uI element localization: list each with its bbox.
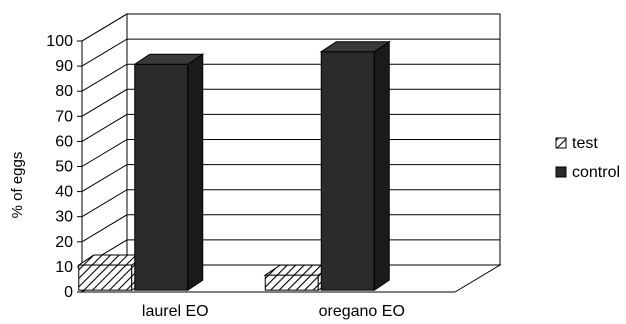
y-tick-label: 0 (64, 284, 73, 301)
y-tick-label: 80 (55, 83, 73, 100)
x-category-label: oregano EO (319, 303, 405, 320)
y-axis-ticks: 0 10 20 30 40 50 60 70 80 90 100 (46, 33, 82, 301)
y-tick-label: 70 (55, 108, 73, 125)
y-axis-label: % of eggs (9, 152, 26, 219)
legend-label: control (572, 164, 620, 181)
bar-front (78, 264, 133, 291)
y-tick-label: 10 (55, 259, 73, 276)
bar-control (319, 40, 391, 292)
legend-item-control: control (555, 164, 620, 181)
y-tick-label: 40 (55, 184, 73, 201)
bar-front (134, 63, 189, 291)
y-tick-label: 90 (55, 58, 73, 75)
y-tick-label: 50 (55, 159, 73, 176)
bar-control (133, 53, 205, 292)
bar-top (133, 53, 205, 65)
legend-swatch (555, 166, 567, 178)
y-tick-label: 20 (55, 234, 73, 251)
gridline (81, 13, 500, 42)
bar-side (187, 53, 204, 292)
bars (77, 40, 391, 292)
legend-swatch (555, 137, 567, 149)
y-tick-label: 30 (55, 209, 73, 226)
bar-front (320, 51, 375, 291)
bar-top (319, 41, 391, 53)
y-tick-label: 100 (46, 33, 73, 50)
bar-side (373, 40, 390, 292)
gridline (81, 38, 500, 67)
legend: test control (555, 135, 620, 181)
legend-label: test (572, 135, 598, 152)
x-axis-categories: laurel EO oregano EO (142, 303, 405, 320)
y-tick-label: 60 (55, 133, 73, 150)
bar-front (264, 274, 319, 291)
legend-item-test: test (555, 135, 598, 152)
x-category-label: laurel EO (142, 303, 209, 320)
